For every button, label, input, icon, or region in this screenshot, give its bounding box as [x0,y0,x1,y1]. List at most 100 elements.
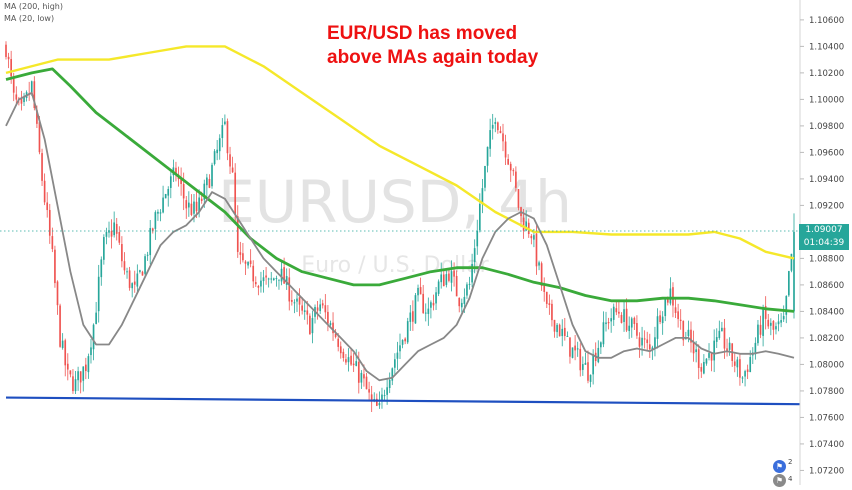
candle [82,366,85,381]
candle [265,275,267,278]
price-axis-label: 1.08200 [809,334,844,344]
candle [139,270,141,272]
candle [386,387,388,395]
candle [370,394,373,401]
candle [643,338,646,340]
price-axis-label: 1.09200 [809,201,844,211]
candle [5,44,7,57]
candle [672,287,674,306]
candle [618,311,620,314]
candle [535,233,538,267]
candle [780,320,782,323]
candle [497,122,499,131]
candle [610,318,612,322]
candle [352,363,355,366]
candle [332,322,334,334]
candle [775,326,777,330]
candle [476,230,479,247]
candle [764,306,767,319]
candle [664,299,667,317]
indicator-legend-ma200[interactable]: MA (200, high) [4,2,63,11]
candle [254,282,257,285]
candle [406,321,409,343]
candle [169,176,172,188]
candle [648,344,651,350]
candle [450,271,453,283]
candles-layer[interactable] [5,41,795,413]
candle [489,130,491,149]
candle [208,178,211,188]
candle [198,197,200,213]
candle [252,265,255,282]
candle [206,177,208,186]
candle [700,367,703,372]
candle [77,371,79,381]
candle [710,353,713,361]
candle [15,94,18,100]
candle [746,369,749,372]
candle [558,324,561,337]
candle [553,319,556,332]
candle [95,312,97,324]
candle [188,202,190,208]
candle [509,163,512,171]
price-axis-label: 1.07400 [809,440,844,450]
candle [257,286,260,288]
candle [216,149,218,154]
candle [548,303,551,305]
candle [239,252,242,255]
candle [211,164,213,187]
candle [146,254,149,256]
candle [682,320,685,341]
candle [236,216,239,252]
event-count: 2 [788,458,793,466]
price-axis-label: 1.08400 [809,307,844,317]
candle [309,315,311,335]
candle [365,376,368,390]
candle [381,394,383,402]
price-axis-label: 1.08600 [809,281,844,291]
candle [769,322,772,326]
event-flag-icon[interactable]: ⚑ [773,474,786,487]
chart-annotation: EUR/USD has moved above MAs again today [327,22,538,70]
candle [33,81,36,109]
price-axis[interactable]: 1.10600 1.10400 1.10200 1.10000 1.09800 1.096… [799,0,844,485]
candle [445,274,448,285]
candle [260,280,262,287]
candle [54,249,56,284]
candle [272,278,275,280]
candle [757,324,759,344]
candle [576,348,579,350]
candle [247,262,249,266]
candle [669,288,672,304]
candle [471,263,473,283]
candle [79,371,82,383]
candle [244,261,247,264]
bar-countdown-tag: 01:04:39 [799,236,849,250]
candle [703,361,705,374]
candle [90,347,92,356]
candle [641,337,643,346]
candle [427,308,430,314]
candle [538,262,540,266]
candle [151,228,154,231]
candle [414,295,417,324]
candle [484,165,486,188]
candle [311,318,314,334]
candle [556,324,558,333]
candle [319,304,322,312]
candle [84,364,87,372]
event-flag-icon[interactable]: ⚑ [773,460,786,473]
annotation-line-1: EUR/USD has moved [327,23,518,44]
candle [285,276,288,285]
indicator-legend-ma20[interactable]: MA (20, low) [4,14,55,23]
candle [442,274,445,287]
candle [388,379,391,389]
candle [762,307,764,336]
candle [494,122,497,124]
candle [43,180,46,203]
candle [110,230,113,237]
candle [128,270,131,288]
candle [262,277,265,282]
